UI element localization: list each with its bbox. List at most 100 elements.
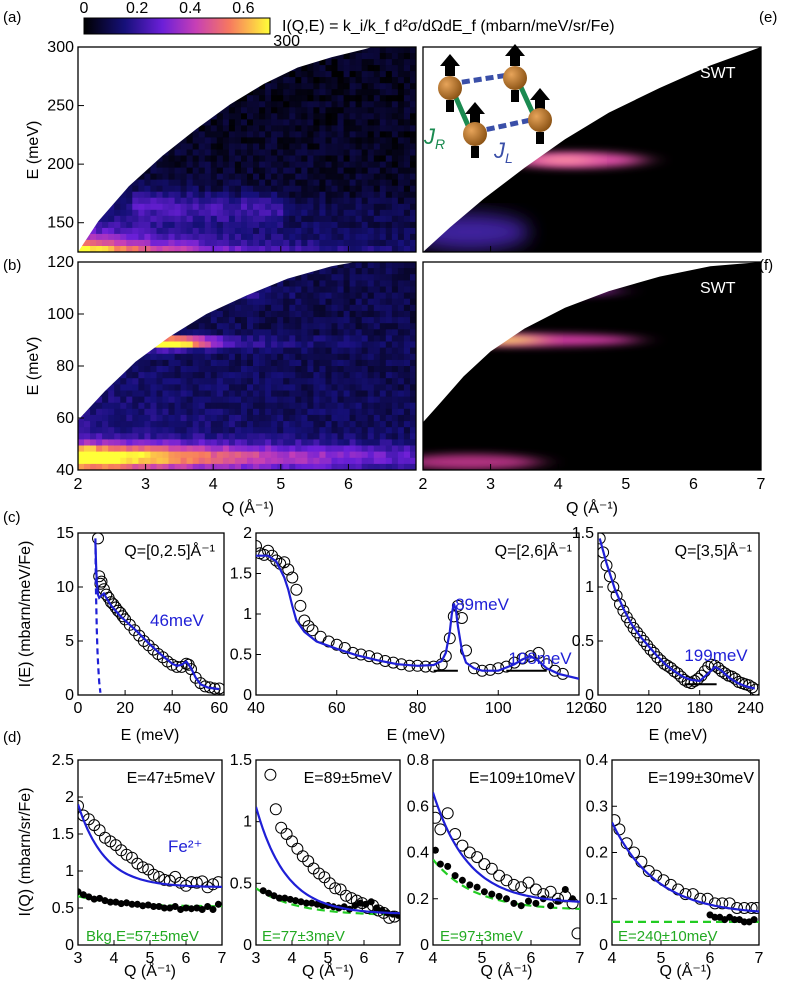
heat-cell <box>403 47 411 54</box>
heat-cell <box>397 47 405 54</box>
heat-cell <box>361 65 369 72</box>
heat-cell <box>228 239 236 247</box>
heat-cell <box>271 125 278 132</box>
heat-cell <box>319 113 326 120</box>
heat-cell <box>277 292 284 300</box>
heat-cell <box>162 414 170 422</box>
heat-cell <box>265 197 272 205</box>
heat-cell <box>277 439 284 447</box>
heat-cell <box>410 125 416 132</box>
heat-cell <box>349 335 357 343</box>
heat-cell <box>247 408 254 416</box>
heat-cell <box>156 161 164 169</box>
heat-cell <box>410 372 416 379</box>
heat-cell <box>247 335 254 343</box>
heat-cell <box>174 185 182 193</box>
heat-cell <box>192 457 200 465</box>
heat-cell <box>156 167 164 175</box>
heat-cell <box>162 221 170 229</box>
heat-cell <box>210 239 218 247</box>
data-point <box>92 533 104 545</box>
heat-cell <box>391 378 399 385</box>
fit-line <box>94 541 220 691</box>
heat-cell <box>271 335 278 343</box>
heat-cell <box>265 421 272 428</box>
heat-cell <box>379 304 387 312</box>
heat-cell <box>277 390 284 398</box>
data-point <box>190 876 203 889</box>
heat-cell <box>319 286 326 294</box>
heat-cell <box>222 113 230 120</box>
heat-cell <box>156 179 164 187</box>
heat-cell <box>289 179 296 187</box>
heat-cell <box>228 433 236 440</box>
heat-cell <box>313 107 320 114</box>
heat-cell <box>168 353 176 361</box>
heat-cell <box>379 347 387 355</box>
data-point <box>532 646 545 659</box>
heat-cell <box>277 161 284 169</box>
heat-cell <box>397 185 405 193</box>
data-point <box>137 635 150 647</box>
heat-cell <box>355 414 363 422</box>
heat-cell <box>289 197 296 205</box>
heat-cell <box>132 359 139 367</box>
heat-cell <box>138 390 145 398</box>
heat-cell <box>283 396 290 404</box>
heat-cell <box>379 246 387 252</box>
heat-cell <box>186 197 194 205</box>
heat-cell <box>331 233 339 241</box>
heat-cell <box>90 239 97 247</box>
heat-cell <box>271 286 278 294</box>
heat-cell <box>289 292 296 300</box>
fit-line <box>612 821 759 913</box>
heat-cell <box>410 113 416 120</box>
heat-cell <box>271 329 278 336</box>
heat-cell <box>241 233 248 241</box>
peak-label: 46meV <box>150 611 205 630</box>
heat-cell <box>253 310 260 318</box>
heat-cell <box>349 390 357 398</box>
heat-cell <box>180 227 188 235</box>
heat-cell <box>313 185 320 193</box>
heat-cell <box>222 323 230 330</box>
heat-cell <box>277 359 284 367</box>
heat-cell <box>337 280 345 288</box>
heat-cell <box>397 268 405 275</box>
heat-cell <box>397 439 405 447</box>
heat-cell <box>241 131 248 138</box>
heat-cell <box>355 384 363 392</box>
heat-cell <box>198 137 206 144</box>
heat-cell <box>410 101 416 108</box>
heat-cell <box>313 408 320 416</box>
heat-cell <box>138 433 145 440</box>
heat-cell <box>307 347 314 355</box>
heat-cell <box>132 421 139 428</box>
heat-cell <box>391 439 399 447</box>
heat-cell <box>228 209 236 217</box>
heat-cell <box>90 414 97 422</box>
heat-cell <box>162 197 170 205</box>
heat-cell <box>259 329 266 336</box>
heat-cell <box>325 143 333 151</box>
heat-cell <box>144 366 151 373</box>
data-point <box>156 651 169 664</box>
heat-cell <box>180 239 188 247</box>
heat-cell <box>90 427 97 434</box>
heat-cell <box>403 304 411 312</box>
heat-cell <box>186 457 194 465</box>
heat-cell <box>410 427 416 434</box>
heat-cell <box>271 101 278 108</box>
heat-cell <box>349 179 357 187</box>
heat-cell <box>361 323 369 330</box>
heat-cell <box>210 209 218 217</box>
heat-cell <box>361 246 369 252</box>
y-tick-label: 2 <box>65 789 74 806</box>
heat-cell <box>283 378 290 385</box>
heat-cell <box>247 451 254 459</box>
heat-cell <box>343 83 351 90</box>
heat-cell <box>349 286 357 294</box>
heat-cell <box>90 463 97 470</box>
y-tick-label: 0.8 <box>407 752 429 769</box>
y-tick-label: 1 <box>243 814 252 831</box>
